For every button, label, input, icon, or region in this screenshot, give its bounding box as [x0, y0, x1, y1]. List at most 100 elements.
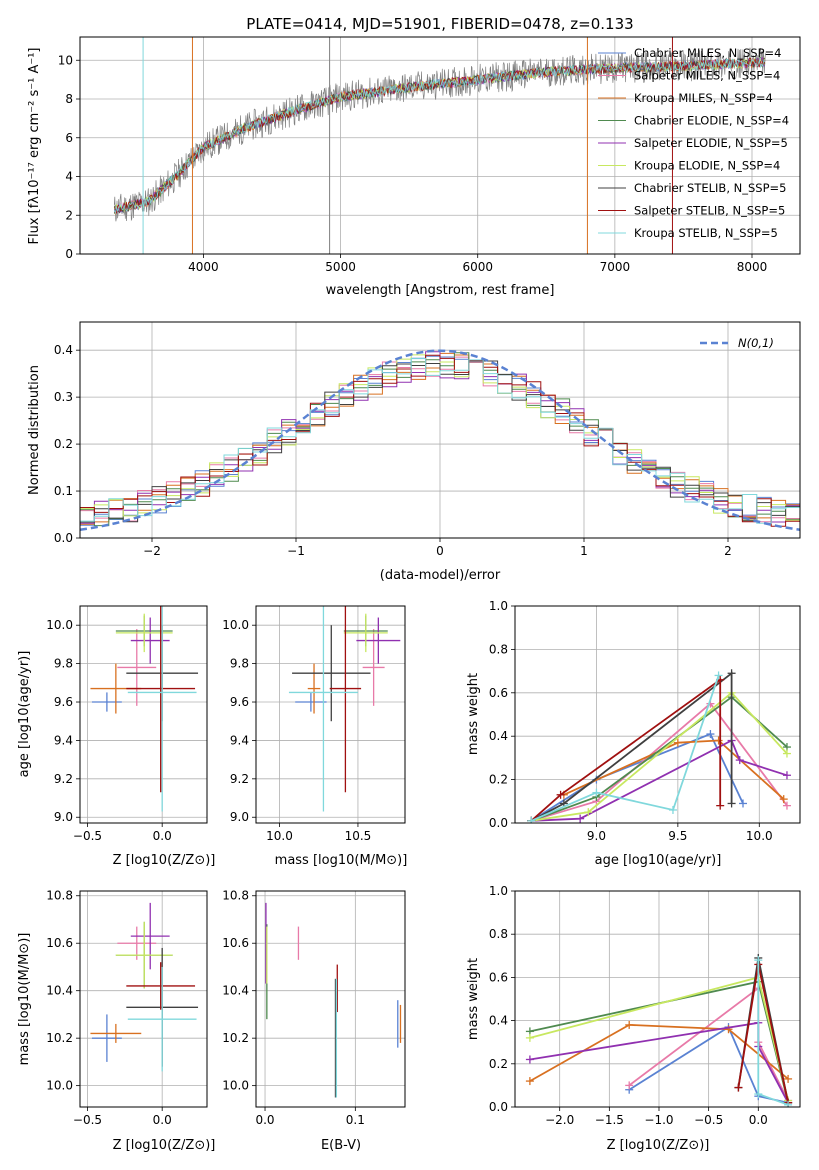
weight-line-chabrier_elodie — [530, 695, 788, 822]
age_vs_mass-ytick-label: 9.8 — [230, 657, 249, 671]
age-vs-metallicity-xlabel: Z [log10(Z/Z⊙)] — [113, 853, 216, 868]
weight-marker-salpeter_stelib — [734, 1083, 743, 1092]
weight_vs_Z-ytick-label: 0.8 — [489, 927, 508, 941]
weight-marker-salpeter_elodie — [525, 1055, 534, 1064]
weight_vs_Z-ytick-label: 0.0 — [489, 1100, 508, 1114]
weight_vs_Z-xtick-label: −2.0 — [545, 1113, 574, 1127]
legend-label-salpeter_elodie: Salpeter ELODIE, N_SSP=5 — [634, 136, 788, 150]
spectrum-panel: PLATE=0414, MJD=51901, FIBERID=0478, z=0… — [27, 15, 801, 298]
spectrum-xtick-label: 6000 — [462, 260, 493, 274]
histogram-salpeter_stelib — [80, 354, 800, 527]
age_vs_Z-ytick-label: 9.0 — [54, 810, 73, 824]
errorbar-kroupa_miles — [90, 1023, 142, 1043]
gaussian-reference-curve — [80, 349, 800, 532]
spectrum-plot-area — [113, 37, 766, 254]
mass_vs_ebv-frame — [255, 890, 406, 1108]
weight-marker-salpeter_elodie — [576, 814, 585, 823]
errorbar-salpeter_stelib — [126, 962, 196, 1010]
weight-marker-kroupa_miles — [625, 1020, 634, 1029]
legend-label-chabrier_stelib: Chabrier STELIB, N_SSP=5 — [634, 181, 786, 195]
age_vs_Z-ytick-label: 9.4 — [54, 733, 73, 747]
legend-label-kroupa_elodie: Kroupa ELODIE, N_SSP=4 — [634, 159, 780, 173]
weight-marker-kroupa_stelib — [784, 1100, 793, 1107]
mass_vs_Z-ytick-label: 10.6 — [46, 936, 73, 950]
residuals-ylabel: Normed distribution — [27, 365, 42, 495]
weight-marker-kroupa_miles — [779, 795, 788, 804]
mass_vs_ebv-ytick-label: 10.8 — [222, 889, 249, 903]
residuals-ytick-label: 0.1 — [54, 484, 73, 498]
errorbar-salpeter_stelib — [126, 606, 196, 793]
mass-vs-metallicity-panel: Z [log10(Z/Z⊙)] mass [log10(M/M⊙)] −0.5 0… — [17, 889, 215, 1153]
weight-line-chabrier_stelib — [530, 671, 733, 822]
residuals-frame — [79, 321, 801, 539]
weight-line-kroupa_miles — [563, 739, 785, 800]
errorbar-salpeter_elodie — [356, 617, 401, 664]
weight-marker-salpeter_miles — [625, 1081, 634, 1090]
weight-line-kroupa_stelib — [530, 675, 720, 822]
errorbar-salpeter_stelib — [329, 606, 362, 793]
age_vs_Z-grid — [80, 606, 207, 823]
weight-marker-kroupa_elodie — [525, 1033, 534, 1042]
weight-vs-age-xlabel: age [log10(age/yr)] — [595, 853, 722, 868]
weight-marker-kroupa_miles — [525, 1077, 534, 1086]
weight_vs_Z-frame — [514, 890, 801, 1108]
residuals-ytick-label: 0.2 — [54, 437, 73, 451]
mass_vs_Z-frame — [79, 890, 208, 1108]
weight-line-kroupa_elodie — [531, 691, 788, 822]
mass_vs_Z-grid — [80, 891, 207, 1107]
spectrum-ytick-label: 6 — [65, 131, 73, 145]
weight-marker-salpeter_elodie — [782, 771, 791, 780]
mass_vs_Z-ytick-label: 10.8 — [46, 889, 73, 903]
spectrum-legend: Chabrier MILES, N_SSP=4 Salpeter MILES, N… — [598, 46, 789, 240]
age_vs_Z-xtick-label: −0.5 — [73, 829, 102, 843]
spectrum-xtick-label: 7000 — [600, 260, 631, 274]
weight_vs_age-xtick-label: 9.0 — [587, 829, 606, 843]
spectrum-ytick-label: 0 — [65, 247, 73, 261]
weight_vs_Z-grid — [515, 890, 800, 1108]
weight-marker-kroupa_miles — [784, 1074, 793, 1083]
errorbar-chabrier_miles — [91, 1014, 122, 1062]
weight_vs_age-ytick-label: 0.8 — [489, 642, 508, 656]
weight-marker-salpeter_stelib — [716, 801, 725, 810]
errorbar-salpeter_miles — [362, 629, 385, 706]
spectrum-ytick-label: 2 — [65, 208, 73, 222]
spectrum-title: PLATE=0414, MJD=51901, FIBERID=0478, z=0… — [246, 15, 633, 33]
weight-vs-age-ylabel: mass weight — [466, 673, 481, 755]
errorbar-kroupa_miles — [307, 663, 321, 714]
weight-marker-kroupa_stelib — [527, 816, 536, 823]
mass_vs_ebv-ytick-label: 10.0 — [222, 1079, 249, 1093]
residuals-xtick-label: 0 — [436, 544, 444, 558]
weight-marker-kroupa_miles — [714, 736, 723, 745]
mass_vs_Z-ytick-label: 10.4 — [46, 984, 73, 998]
errorbar-salpeter_elodie — [130, 617, 170, 664]
weight-marker-chabrier_miles — [706, 730, 715, 739]
errorbar-kroupa_stelib — [127, 606, 197, 812]
weight-marker-salpeter_stelib — [556, 790, 565, 799]
weight_vs_Z-xtick-label: −1.5 — [595, 1113, 624, 1127]
age-vs-metallicity-ylabel: age [log10(age/yr)] — [17, 651, 32, 778]
weight_vs_age-plot-area — [527, 669, 791, 823]
weight-line-salpeter_stelib — [530, 678, 722, 822]
mass_vs_ebv-xtick-label: 0.1 — [346, 1113, 365, 1127]
weight-marker-chabrier_stelib — [727, 799, 736, 808]
residuals-xtick-label: −2 — [143, 544, 161, 558]
spectrum-ytick-label: 10 — [58, 53, 73, 67]
residuals-ytick-label: 0.3 — [54, 390, 73, 404]
weight_vs_age-xtick-label: 9.5 — [668, 829, 687, 843]
spectrum-xtick-label: 8000 — [737, 260, 768, 274]
age_vs_Z-ytick-label: 10.0 — [46, 618, 73, 632]
weight-vs-metallicity-ylabel: mass weight — [466, 958, 481, 1040]
age_vs_mass-ytick-label: 9.4 — [230, 733, 249, 747]
age_vs_mass-xtick-label: 10.5 — [345, 829, 372, 843]
mass_vs_ebv-plot-area — [265, 902, 402, 1098]
weight_vs_Z-plot-area — [525, 953, 793, 1107]
weight-vs-metallicity-panel: Z [log10(Z/Z⊙)] mass weight −2.0 −1.5 −1.0… — [466, 884, 801, 1153]
mass_vs_Z-xtick-label: −0.5 — [73, 1113, 102, 1127]
mass_vs_Z-plot-area — [90, 902, 199, 1072]
weight_vs_Z-ytick-label: 0.6 — [489, 970, 508, 984]
weight-marker-kroupa_elodie — [584, 808, 593, 817]
weight-marker-salpeter_elodie — [735, 756, 744, 765]
histogram-chabrier_stelib — [80, 360, 800, 523]
weight-line-chabrier_stelib — [737, 957, 789, 1103]
